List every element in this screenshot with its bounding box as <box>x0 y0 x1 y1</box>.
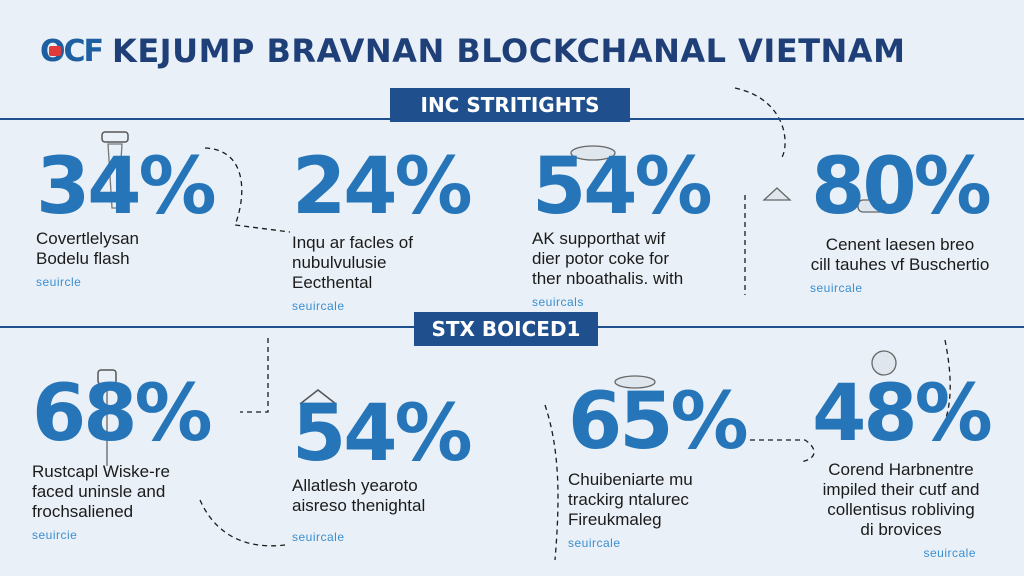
stat-source: seuircle <box>36 275 82 289</box>
stat-card: 24% Inqu ar facles of nubulvulusie Eecth… <box>292 145 512 313</box>
drone-icon <box>570 145 616 161</box>
connector-line <box>240 338 269 413</box>
stat-description: Rustcapl Wiske-re faced uninsle and froc… <box>32 462 170 521</box>
stat-card: 68% Rustcapl Wiske-re faced uninsle and … <box>32 372 242 542</box>
stat-value: 80% <box>811 142 992 232</box>
logo-mark-icon <box>49 45 61 56</box>
stat-value: 54% <box>532 142 713 232</box>
brand-logo: OCF <box>40 34 104 69</box>
drone-icon <box>762 187 792 201</box>
tower-icon <box>101 131 129 209</box>
drone-icon <box>857 199 887 213</box>
stat-card: 65% Chuibeniarte mu trackirg ntalurec Fi… <box>568 380 768 550</box>
header: OCF KEJUMP BRAVNAN BLOCKCHANAL VIETNAM <box>40 28 905 74</box>
stat-description: Covertlelysan Bodelu flash <box>36 229 139 268</box>
stat-card: 80% Cenent laesen breo cill tauhes vf Bu… <box>790 145 1010 295</box>
stat-description: Inqu ar facles of nubulvulusie Eecthenta… <box>292 233 413 292</box>
stat-source: seuircie <box>32 528 78 542</box>
stat-source: seuircale <box>923 546 976 560</box>
stat-card: 34% Covertlelysan Bodelu flash seuircle <box>36 145 236 289</box>
section-banner: STX BOICED1 <box>414 312 598 346</box>
section-banner: INC STRITIGHTS <box>390 88 630 122</box>
stat-value: 65% <box>568 377 749 467</box>
stat-source: seuircale <box>292 299 345 313</box>
drone-icon <box>299 389 337 405</box>
antenna-icon <box>97 369 117 466</box>
stat-source: seuircals <box>532 295 584 309</box>
stat-source: seuircale <box>292 530 345 544</box>
stat-card: 54% AK supporthat wif dier potor coke fo… <box>532 145 752 309</box>
connector-line <box>750 439 815 463</box>
stat-value: 48% <box>812 369 993 459</box>
connector-line <box>544 404 559 561</box>
stat-description: Cenent laesen breo cill tauhes vf Busche… <box>810 235 990 274</box>
page-title: KEJUMP BRAVNAN BLOCKCHANAL VIETNAM <box>112 32 906 70</box>
stat-source: seuircale <box>568 536 621 550</box>
stat-description: Chuibeniarte mu trackirg ntalurec Fireuk… <box>568 470 693 529</box>
stat-card: 48% Corend Harbnentre impiled their cutf… <box>796 372 1006 560</box>
drone-icon <box>871 350 897 376</box>
stat-value: 54% <box>292 389 473 479</box>
stat-value: 34% <box>36 142 217 232</box>
stat-card: 54% Allatlesh yearoto aisreso thenightal… <box>292 392 512 544</box>
connector-line <box>204 147 291 233</box>
drone-icon <box>614 375 656 389</box>
stat-source: seuircale <box>810 281 863 295</box>
stat-value: 68% <box>32 369 213 459</box>
stat-description: Allatlesh yearoto aisreso thenightal <box>292 476 426 515</box>
stat-description: AK supporthat wif dier potor coke for th… <box>532 229 684 288</box>
stat-value: 24% <box>292 142 473 232</box>
connector-line <box>199 499 286 547</box>
connector-line <box>734 87 786 161</box>
stat-description: Corend Harbnentre impiled their cutf and… <box>822 460 980 539</box>
